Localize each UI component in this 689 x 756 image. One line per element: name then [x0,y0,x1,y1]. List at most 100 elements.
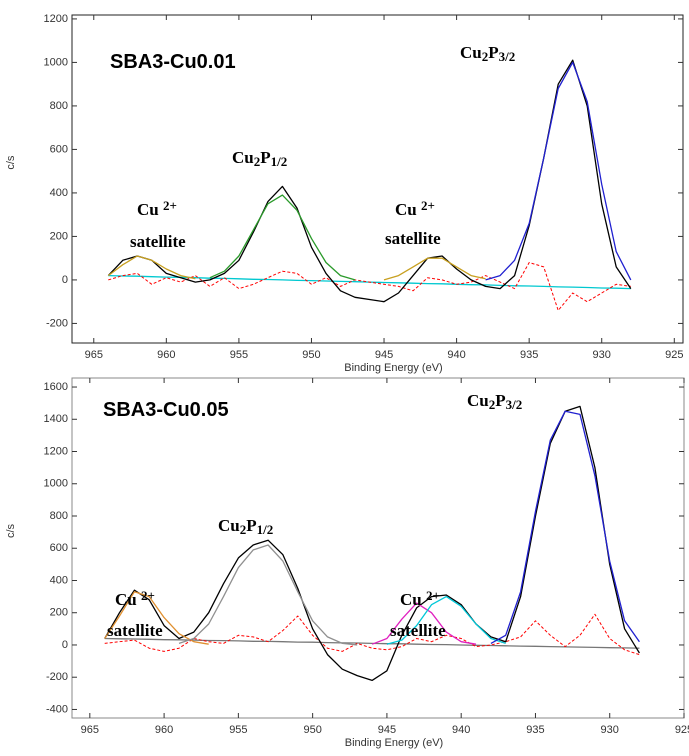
y-tick-label: -400 [46,703,68,715]
y-axis-label: c/s [5,523,17,538]
y-tick-label: 400 [50,574,68,586]
annotation-part: 2+ [141,588,155,603]
peak-annotation: satellite [130,232,186,251]
peak-annotation: satellite [107,621,163,640]
peak-annotation: Cu 2+ [115,588,155,609]
x-tick-label: 935 [526,724,544,736]
x-axis-label: Binding Energy (eV) [344,362,442,374]
peak-annotation: Cu2P1/2 [232,148,287,169]
x-tick-label: 940 [452,724,470,736]
spectrum-line [485,61,632,281]
y-tick-label: 1200 [44,13,68,25]
annotation-part: 2 [489,397,496,412]
annotation-part: P [260,148,270,167]
y-tick-label: 200 [50,230,68,242]
x-tick-label: 955 [230,349,248,361]
spectrum-line [386,595,506,645]
spectrum-line [209,194,356,281]
y-tick-label: 1000 [44,478,68,490]
y-axis-label: c/s [5,155,17,170]
panel-title: SBA3-Cu0.01 [110,51,236,73]
x-tick-label: 930 [601,724,619,736]
x-tick-label: 950 [303,724,321,736]
annotation-part: 2+ [163,198,177,213]
peak-annotation: Cu 2+ [400,588,440,609]
peak-annotation: satellite [385,229,441,248]
y-tick-label: 0 [62,274,68,286]
spectrum-line [104,613,640,656]
annotation-part: 3/2 [499,49,516,64]
x-tick-label: 935 [520,349,538,361]
spectrum-line [104,405,640,682]
annotation-part: 1/2 [271,154,288,169]
annotation-part: P [246,516,256,535]
panel-title: SBA3-Cu0.05 [103,399,229,421]
y-tick-label: 1400 [44,413,68,425]
annotation-part: 2+ [421,198,435,213]
annotation-part: satellite [390,621,446,640]
spectrum-line [104,637,640,649]
y-tick-label: 600 [50,542,68,554]
annotation-part: 1/2 [257,522,274,537]
x-tick-label: 960 [155,724,173,736]
x-tick-label: 955 [229,724,247,736]
y-tick-label: 200 [50,607,68,619]
y-tick-label: 800 [50,510,68,522]
spectrum-line [178,544,358,646]
annotation-part: 2 [254,154,261,169]
spectrum-line [371,602,477,645]
annotation-part: 2 [240,522,247,537]
x-tick-label: 925 [665,349,683,361]
annotation-part: Cu [400,590,426,609]
annotation-part: Cu [232,148,254,167]
y-tick-label: 1000 [44,56,68,68]
spectrum-line [104,591,209,645]
annotation-part: Cu [395,200,421,219]
annotation-part: satellite [107,621,163,640]
y-tick-label: 600 [50,143,68,155]
y-tick-label: 800 [50,100,68,112]
annotation-part: Cu [467,391,489,410]
x-tick-label: 930 [593,349,611,361]
annotation-part: 2+ [426,588,440,603]
annotation-part: 3/2 [506,397,523,412]
x-tick-label: 925 [675,724,689,736]
peak-annotation: Cu 2+ [395,198,435,219]
y-tick-label: 1200 [44,445,68,457]
y-tick-label: 400 [50,187,68,199]
spectrum-line [490,410,640,644]
plot-frame [71,377,685,719]
annotation-part: satellite [385,229,441,248]
panel: -400 -200 0 200 400 600 800 1000 1200 1400 1600 965… [5,377,689,749]
x-tick-label: 960 [157,349,175,361]
plot-frame [71,14,684,344]
spectrum-line [107,255,486,281]
x-tick-label: 950 [302,349,320,361]
y-tick-label: 0 [62,639,68,651]
peak-annotation: satellite [390,621,446,640]
x-tick-label: 945 [378,724,396,736]
annotation-part: Cu [460,43,482,62]
spectrum-line [108,262,631,311]
peak-annotation: Cu2P1/2 [218,516,273,537]
x-tick-label: 965 [81,724,99,736]
annotation-part: Cu [115,590,141,609]
y-tick-label: 1600 [44,381,68,393]
annotation-part: satellite [130,232,186,251]
peak-annotation: Cu2P3/2 [467,391,522,412]
y-tick-label: -200 [46,317,68,329]
x-tick-label: 945 [375,349,393,361]
y-tick-label: -200 [46,671,68,683]
panel: -200 0 200 400 600 800 1000 1200 965 960 955 950 945… [5,13,684,374]
x-axis-label: Binding Energy (eV) [345,737,443,749]
x-tick-label: 965 [85,349,103,361]
annotation-part: 2 [482,49,489,64]
annotation-part: Cu [137,200,163,219]
annotation-part: P [495,391,505,410]
peak-annotation: Cu 2+ [137,198,177,219]
peak-annotation: Cu2P3/2 [460,43,515,64]
annotation-part: P [488,43,498,62]
x-tick-label: 940 [447,349,465,361]
annotation-part: Cu [218,516,240,535]
